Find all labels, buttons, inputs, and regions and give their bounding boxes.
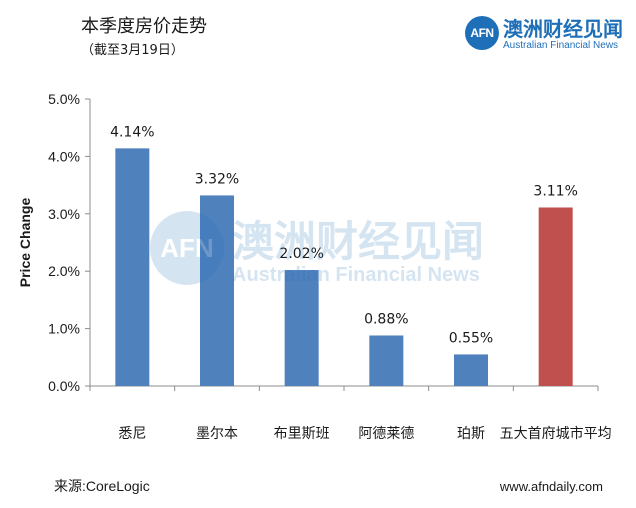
y-tick-label: 0.0% bbox=[48, 378, 80, 394]
y-tick-label: 5.0% bbox=[48, 91, 80, 107]
bar bbox=[538, 207, 573, 386]
bar-chart: 0.0% 1.0% 2.0% 3.0% 4.0% 5.0% Price Change 4.14… bbox=[17, 91, 612, 442]
x-tick-label: 悉尼 bbox=[118, 426, 146, 442]
brand-name-cn: 澳洲财经见闻 bbox=[503, 17, 623, 41]
x-tick-label: 阿德莱德 bbox=[358, 426, 414, 442]
y-tick-label: 4.0% bbox=[48, 148, 80, 164]
website-url: www.afndaily.com bbox=[499, 479, 603, 494]
data-label: 4.14% bbox=[110, 124, 154, 140]
bar bbox=[454, 354, 488, 386]
data-label: 0.88% bbox=[364, 311, 408, 327]
brand-name-en: Australian Financial News bbox=[503, 40, 619, 51]
data-label: 3.11% bbox=[533, 183, 577, 199]
bar bbox=[200, 195, 234, 386]
x-tick-label: 五大首府城市平均 bbox=[500, 425, 612, 442]
bar bbox=[369, 335, 404, 386]
brand-header: AFN 澳洲财经见闻 Australian Financial News bbox=[465, 13, 630, 53]
x-tick-label: 墨尔本 bbox=[196, 426, 238, 442]
x-tick-label: 布里斯班 bbox=[274, 426, 330, 442]
bar bbox=[284, 270, 319, 386]
data-label: 2.02% bbox=[279, 246, 323, 262]
data-label: 3.32% bbox=[195, 171, 239, 187]
x-tick-label: 珀斯 bbox=[457, 426, 485, 442]
afn-logo-icon: AFN bbox=[465, 16, 499, 50]
chart-subtitle: （截至3月19日） bbox=[81, 43, 184, 58]
y-tick-label: 3.0% bbox=[48, 206, 80, 222]
bar bbox=[115, 148, 150, 386]
chart-title: 本季度房价走势 bbox=[81, 16, 207, 37]
y-tick-label: 1.0% bbox=[48, 321, 80, 337]
source-note: 来源:CoreLogic bbox=[54, 478, 150, 494]
data-label: 0.55% bbox=[449, 330, 493, 346]
y-axis-title: Price Change bbox=[17, 198, 33, 288]
y-tick-label: 2.0% bbox=[48, 263, 80, 279]
